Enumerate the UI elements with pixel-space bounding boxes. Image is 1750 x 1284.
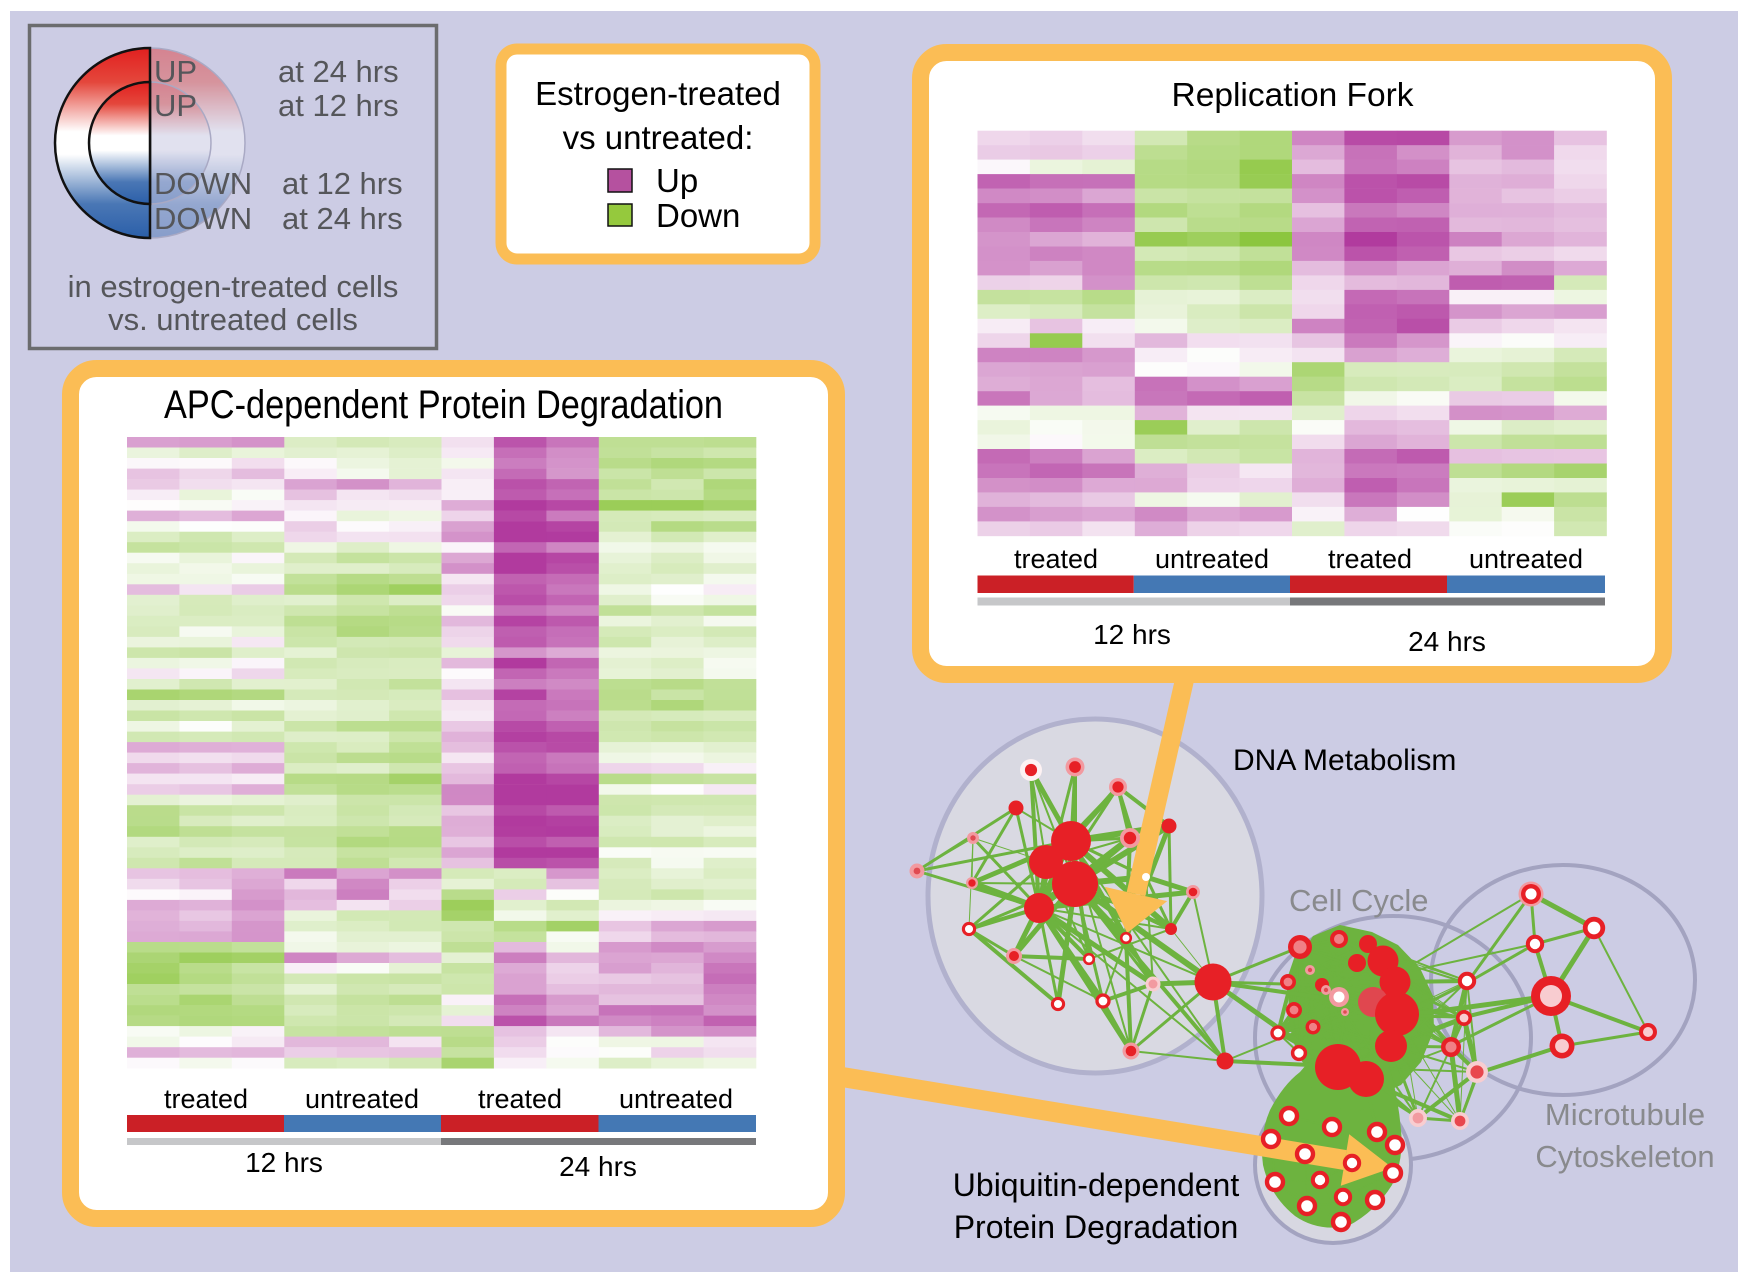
svg-text:treated: treated — [1014, 544, 1098, 574]
svg-text:Estrogen-treated: Estrogen-treated — [535, 75, 781, 112]
svg-text:Up: Up — [656, 162, 698, 199]
svg-text:untreated: untreated — [619, 1084, 733, 1114]
svg-text:untreated: untreated — [305, 1084, 419, 1114]
svg-text:at 12 hrs: at 12 hrs — [278, 88, 399, 123]
svg-text:24 hrs: 24 hrs — [1408, 626, 1486, 657]
svg-text:Protein Degradation: Protein Degradation — [954, 1209, 1239, 1245]
svg-text:APC-dependent Protein Degradat: APC-dependent Protein Degradation — [164, 383, 723, 427]
svg-text:Cytoskeleton: Cytoskeleton — [1535, 1139, 1714, 1174]
svg-text:treated: treated — [1328, 544, 1412, 574]
svg-text:UP: UP — [154, 54, 197, 89]
svg-text:Microtubule: Microtubule — [1545, 1097, 1705, 1132]
svg-text:untreated: untreated — [1155, 544, 1269, 574]
svg-text:Down: Down — [656, 197, 740, 234]
svg-text:12 hrs: 12 hrs — [1093, 619, 1171, 650]
svg-text:at 24 hrs: at 24 hrs — [282, 201, 403, 236]
svg-text:Replication Fork: Replication Fork — [1172, 76, 1414, 113]
svg-text:Ubiquitin-dependent: Ubiquitin-dependent — [953, 1167, 1240, 1203]
svg-text:at 24 hrs: at 24 hrs — [278, 54, 399, 89]
svg-text:Cell Cycle: Cell Cycle — [1289, 883, 1429, 918]
svg-text:untreated: untreated — [1469, 544, 1583, 574]
svg-text:UP: UP — [154, 88, 197, 123]
svg-text:DOWN: DOWN — [154, 201, 252, 236]
svg-text:12 hrs: 12 hrs — [245, 1147, 323, 1178]
svg-text:24 hrs: 24 hrs — [559, 1151, 637, 1182]
svg-text:DNA Metabolism: DNA Metabolism — [1233, 744, 1456, 777]
svg-text:DOWN: DOWN — [154, 166, 252, 201]
svg-text:at 12 hrs: at 12 hrs — [282, 166, 403, 201]
svg-text:in estrogen-treated cells: in estrogen-treated cells — [68, 269, 399, 304]
svg-text:treated: treated — [164, 1084, 248, 1114]
svg-text:vs. untreated cells: vs. untreated cells — [108, 302, 358, 337]
svg-text:vs untreated:: vs untreated: — [563, 119, 754, 156]
svg-text:treated: treated — [478, 1084, 562, 1114]
